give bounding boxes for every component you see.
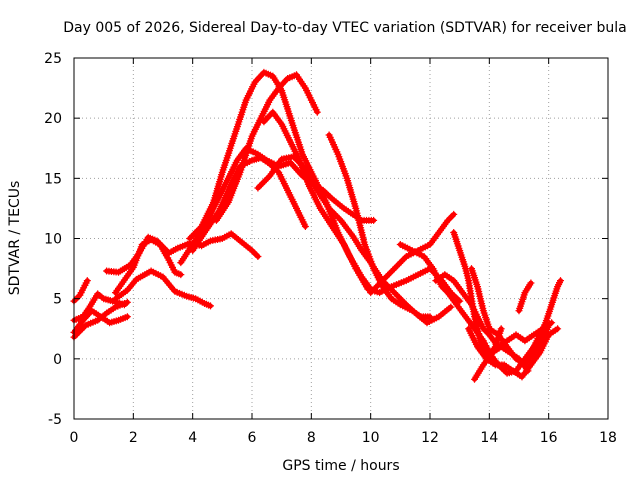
x-tick-label: 2 xyxy=(129,430,138,446)
data-series xyxy=(70,68,564,383)
x-tick-label: 18 xyxy=(599,430,617,446)
y-tick-label: 0 xyxy=(53,352,62,368)
series-arc-11 xyxy=(212,71,321,224)
chart-title: Day 005 of 2026, Sidereal Day-to-day VTE… xyxy=(63,20,626,36)
axis-ticks: 0 2 4 6 8 10 12 14 16 18 -5 0 5 10 15 20 25 xyxy=(44,51,617,446)
data-point-markers xyxy=(367,210,458,297)
data-point-markers xyxy=(189,154,309,254)
data-point-markers xyxy=(260,108,464,305)
series-arc-12 xyxy=(260,108,464,305)
y-tick-label: 15 xyxy=(44,171,62,187)
data-point-markers xyxy=(112,267,214,310)
data-point-markers xyxy=(325,131,434,321)
x-tick-label: 10 xyxy=(362,430,380,446)
series-arc-21 xyxy=(471,343,532,383)
y-tick-label: -5 xyxy=(48,412,62,428)
y-tick-label: 20 xyxy=(44,111,62,127)
x-tick-label: 16 xyxy=(540,430,558,446)
data-point-markers xyxy=(515,279,535,315)
y-tick-label: 25 xyxy=(44,51,62,67)
series-arc-23 xyxy=(515,279,535,315)
x-axis-label: GPS time / hours xyxy=(282,458,399,474)
series-arc-10 xyxy=(189,154,309,254)
series-arc-14 xyxy=(325,131,434,321)
x-tick-label: 14 xyxy=(480,430,498,446)
data-point-markers xyxy=(212,71,321,224)
series-arc-5 xyxy=(103,230,262,276)
data-point-markers xyxy=(471,343,532,383)
x-tick-label: 6 xyxy=(248,430,257,446)
series-arc-6 xyxy=(112,267,214,310)
series-arc-22 xyxy=(524,277,564,363)
series-arc-7 xyxy=(112,236,185,297)
x-tick-label: 0 xyxy=(70,430,79,446)
y-tick-label: 10 xyxy=(44,232,62,248)
series-arc-15 xyxy=(367,210,458,297)
x-tick-label: 12 xyxy=(421,430,439,446)
data-point-markers xyxy=(112,236,185,297)
data-point-markers xyxy=(103,230,262,276)
data-point-markers xyxy=(524,277,564,363)
y-tick-label: 5 xyxy=(53,292,62,308)
data-point-markers xyxy=(465,325,562,381)
series-arc-20 xyxy=(465,325,562,381)
y-axis-label: SDTVAR / TECUs xyxy=(7,181,23,296)
x-tick-label: 4 xyxy=(188,430,197,446)
x-tick-label: 8 xyxy=(307,430,316,446)
